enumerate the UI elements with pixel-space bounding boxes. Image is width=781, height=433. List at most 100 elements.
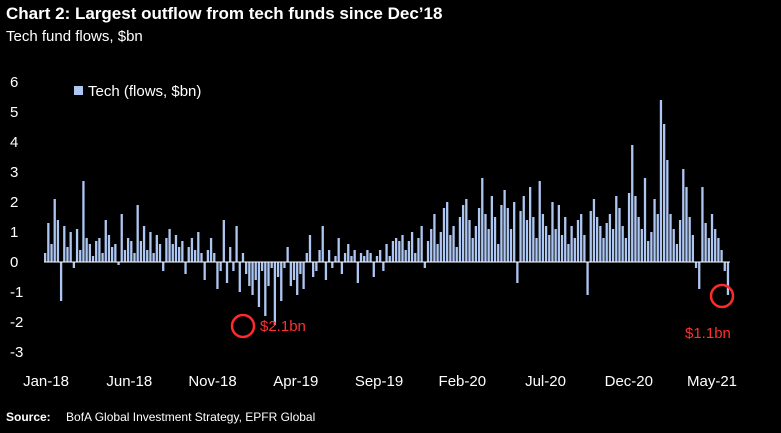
bar: [433, 214, 436, 262]
bar: [305, 253, 308, 262]
bar: [439, 232, 442, 262]
bar: [120, 214, 123, 262]
source-footer: Source: BofA Global Investment Strategy,…: [6, 410, 315, 424]
y-axis-ticks: 6 5 4 3 2 1 0 -1 -2 -3: [10, 74, 23, 361]
bar: [98, 238, 101, 262]
bar: [516, 262, 519, 283]
bar: [420, 226, 423, 262]
bar: [592, 199, 596, 262]
bar: [401, 235, 404, 262]
bar: [474, 226, 478, 262]
bar: [299, 262, 302, 274]
bar: [155, 235, 158, 262]
bar: [589, 211, 592, 262]
bar: [449, 235, 452, 262]
bar: [398, 241, 401, 262]
bar: [91, 256, 95, 262]
bar: [206, 250, 210, 262]
bar: [544, 226, 548, 262]
bar: [704, 223, 707, 262]
bar: [595, 217, 599, 262]
bar: [321, 226, 324, 262]
bar: [710, 214, 714, 262]
bar: [59, 262, 63, 301]
bar: [388, 256, 391, 262]
bar: [430, 229, 433, 262]
x-tick-label: May-21: [687, 373, 737, 390]
bar: [500, 205, 503, 262]
bar: [47, 223, 50, 262]
source-label: Source:: [6, 410, 51, 424]
bar: [382, 262, 385, 271]
bar: [691, 235, 695, 262]
bar: [302, 262, 305, 289]
y-tick-label: -3: [10, 344, 23, 361]
bar: [458, 217, 462, 262]
bar: [487, 229, 490, 262]
bar: [292, 262, 296, 280]
bar: [347, 244, 350, 262]
bar: [528, 187, 532, 262]
y-tick-label: 1: [10, 224, 18, 241]
bar: [337, 238, 340, 262]
bar: [193, 250, 197, 262]
bar: [650, 232, 653, 262]
bar: [197, 232, 200, 262]
bar: [363, 256, 366, 262]
bar: [142, 226, 146, 262]
bar: [248, 262, 251, 286]
x-tick-label: Feb-20: [439, 373, 487, 390]
annotation-circle-left: [230, 313, 256, 339]
bar: [647, 241, 650, 262]
y-tick-label: -1: [10, 284, 23, 301]
bar: [369, 253, 372, 262]
legend-swatch: [74, 86, 83, 95]
bar: [583, 235, 586, 262]
bar: [506, 208, 509, 262]
bar: [340, 262, 344, 274]
bar: [694, 262, 698, 268]
bar: [254, 262, 257, 280]
y-tick-label: 2: [10, 194, 18, 211]
bar: [174, 235, 178, 262]
bar: [637, 217, 640, 262]
y-tick-label: 5: [10, 104, 18, 121]
bar: [666, 160, 669, 262]
bar: [385, 244, 388, 262]
bar: [190, 238, 194, 262]
bar: [663, 124, 666, 262]
bar: [264, 262, 267, 316]
bar: [394, 238, 398, 262]
bar: [678, 220, 682, 262]
bar: [95, 241, 98, 262]
x-tick-label: Dec-20: [605, 373, 653, 390]
bar: [481, 178, 484, 262]
x-tick-label: Jul-20: [525, 373, 566, 390]
bar: [213, 253, 216, 262]
annotation-2021-low: $1.1bn: [685, 283, 735, 342]
legend: Tech (flows, $bn): [74, 83, 201, 100]
x-tick-label: Nov-18: [188, 373, 236, 390]
y-tick-label: 0: [10, 254, 18, 271]
bar: [44, 253, 47, 262]
bar: [513, 202, 516, 262]
bar: [567, 244, 570, 262]
bar: [343, 253, 347, 262]
bar: [315, 262, 318, 271]
bar: [245, 262, 248, 274]
bar: [216, 262, 219, 289]
annotation-circle-right: [709, 283, 735, 309]
x-tick-label: Apr-19: [273, 373, 318, 390]
bar: [146, 250, 149, 262]
bar: [229, 247, 232, 262]
bar: [634, 196, 637, 262]
bar: [117, 262, 120, 265]
bar: [675, 244, 679, 262]
annotation-label-left: $2.1bn: [260, 318, 306, 335]
bar: [682, 169, 685, 262]
bar: [541, 214, 545, 262]
bar: [136, 205, 139, 262]
bar: [701, 187, 704, 262]
bar: [184, 262, 187, 274]
